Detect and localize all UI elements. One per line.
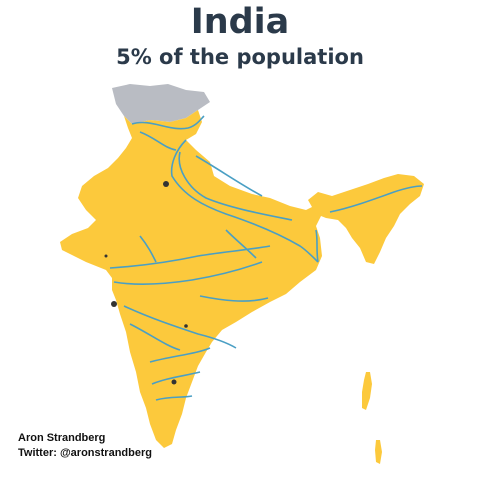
city-markers [104, 181, 188, 385]
rivers [109, 115, 423, 401]
credits: Aron Strandberg Twitter: @aronstrandberg [18, 431, 152, 461]
twitter-credit: Twitter: @aronstrandberg [18, 447, 152, 459]
map-title: India [190, 2, 290, 42]
greyed-region [112, 84, 210, 124]
highlighted-land-northeast [308, 174, 424, 264]
highlighted-land-islands [362, 372, 372, 410]
map-subtitle: 5% of the population [116, 45, 364, 69]
highlighted-land-islands-south [375, 440, 382, 464]
highlighted-land-mainland [60, 110, 322, 448]
author-credit: Aron Strandberg [18, 432, 106, 444]
